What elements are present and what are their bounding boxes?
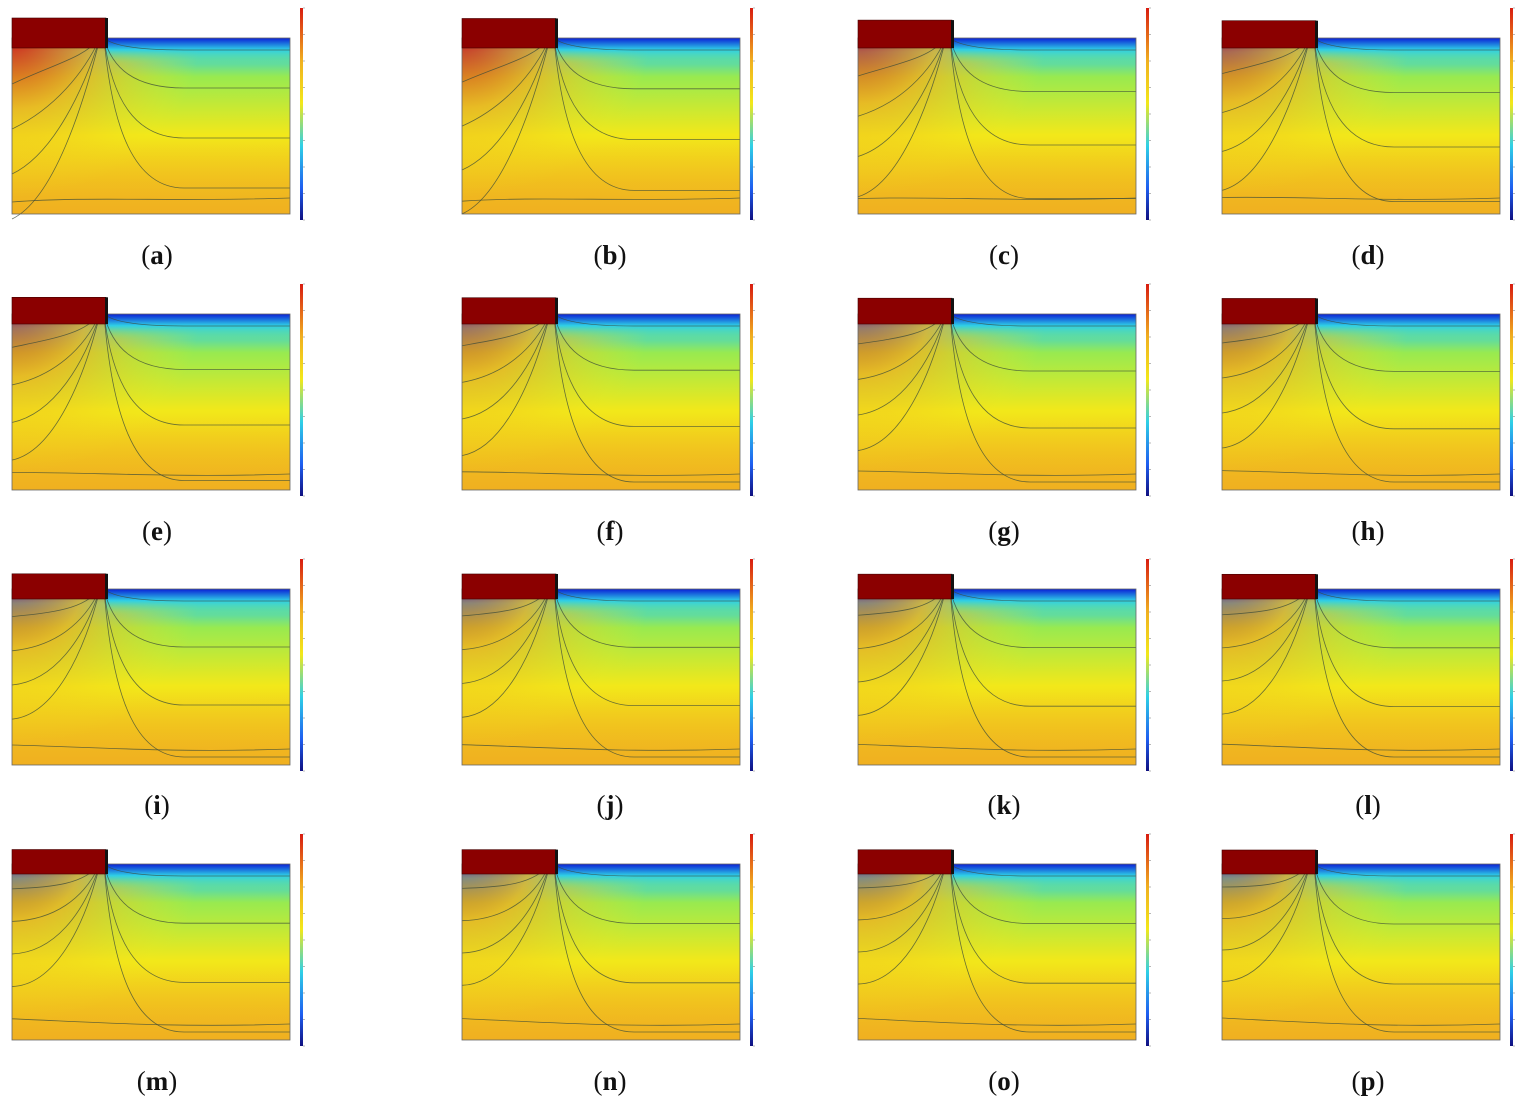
temperature-field-plot [857, 558, 1151, 772]
panel-e [11, 283, 312, 510]
temperature-field-plot [11, 558, 305, 772]
temperature-field-plot [857, 283, 1151, 497]
panel-caption-h: (h) [1351, 516, 1385, 546]
panel-l [1221, 558, 1522, 785]
temperature-field-plot [1221, 7, 1515, 221]
panel-caption-a: (a) [141, 240, 173, 270]
panel-label: j [605, 790, 615, 820]
panel-d [1221, 7, 1522, 234]
panel-caption-c: (c) [989, 240, 1019, 270]
temperature-field-plot [857, 833, 1151, 1047]
panel-caption-b: (b) [593, 240, 627, 270]
panel-caption-n: (n) [593, 1066, 627, 1096]
panel-caption-d: (d) [1351, 240, 1385, 270]
temperature-field-plot [461, 558, 755, 772]
panel-label: l [1364, 790, 1372, 820]
panel-b [461, 7, 762, 234]
panel-a [11, 7, 312, 234]
panel-h [1221, 283, 1522, 510]
panel-caption-m: (m) [136, 1066, 178, 1096]
temperature-field-plot [11, 833, 305, 1047]
panel-m [11, 833, 312, 1060]
temperature-field-plot [857, 7, 1151, 221]
panel-caption-p: (p) [1351, 1066, 1385, 1096]
temperature-field-plot [1221, 283, 1515, 497]
panel-o [857, 833, 1158, 1060]
panel-caption-k: (k) [987, 790, 1021, 820]
panel-g [857, 283, 1158, 510]
panel-label: f [605, 516, 615, 546]
panel-caption-j: (j) [596, 790, 624, 820]
panel-label: m [145, 1066, 169, 1096]
panel-label: g [997, 516, 1011, 546]
panel-p [1221, 833, 1522, 1060]
panel-label: a [150, 240, 164, 270]
panel-label: o [997, 1066, 1011, 1096]
panel-label: k [996, 790, 1012, 820]
panel-label: d [1360, 240, 1376, 270]
panel-k [857, 558, 1158, 785]
temperature-field-plot [1221, 558, 1515, 772]
temperature-field-plot [461, 283, 755, 497]
panel-n [461, 833, 762, 1060]
panel-caption-f: (f) [596, 516, 624, 546]
temperature-field-plot [461, 7, 755, 221]
temperature-field-plot [461, 833, 755, 1047]
panel-c [857, 7, 1158, 234]
panel-label: b [602, 240, 618, 270]
panel-label: n [602, 1066, 618, 1096]
panel-caption-e: (e) [142, 516, 172, 546]
panel-caption-g: (g) [988, 516, 1020, 546]
panel-i [11, 558, 312, 785]
temperature-field-plot [1221, 833, 1515, 1047]
panel-label: i [153, 790, 161, 820]
panel-label: c [998, 240, 1010, 270]
panel-j [461, 558, 762, 785]
panel-label: e [151, 516, 163, 546]
panel-label: h [1360, 516, 1376, 546]
temperature-field-plot [11, 283, 305, 497]
panel-f [461, 283, 762, 510]
panel-caption-l: (l) [1355, 790, 1381, 820]
panel-caption-i: (i) [144, 790, 170, 820]
panel-caption-o: (o) [988, 1066, 1020, 1096]
panel-label: p [1360, 1066, 1376, 1096]
temperature-field-plot [11, 7, 305, 221]
